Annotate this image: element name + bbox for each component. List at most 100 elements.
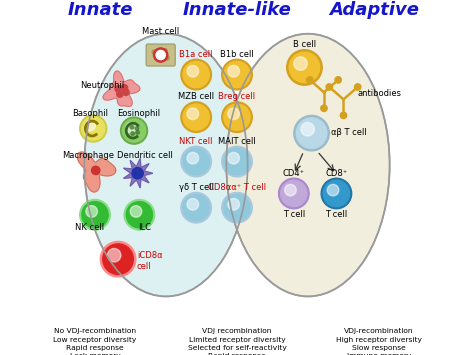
Circle shape	[130, 206, 142, 217]
Circle shape	[156, 50, 165, 60]
Text: MAIT cell: MAIT cell	[218, 137, 256, 146]
Circle shape	[224, 61, 250, 88]
Circle shape	[130, 125, 134, 129]
Circle shape	[181, 192, 211, 223]
Circle shape	[181, 59, 211, 90]
Circle shape	[103, 244, 133, 274]
Text: B1a cell: B1a cell	[180, 50, 213, 59]
Circle shape	[126, 122, 136, 133]
Circle shape	[224, 104, 250, 130]
Polygon shape	[103, 71, 140, 106]
Circle shape	[187, 108, 199, 120]
Circle shape	[340, 112, 346, 119]
Circle shape	[301, 122, 314, 136]
Circle shape	[165, 56, 169, 60]
Circle shape	[222, 59, 252, 90]
Text: αβ T cell: αβ T cell	[331, 127, 367, 137]
Text: NKT cell: NKT cell	[180, 137, 213, 146]
Text: γδ T cell: γδ T cell	[179, 183, 214, 192]
Circle shape	[181, 146, 211, 177]
Text: B cell: B cell	[293, 40, 316, 49]
Circle shape	[82, 117, 105, 140]
Text: VDJ recombination
Limited receptor diversity
Selected for self-reactivity
Rapid : VDJ recombination Limited receptor diver…	[188, 328, 286, 355]
Text: Macrophage: Macrophage	[63, 152, 115, 160]
Polygon shape	[124, 159, 153, 188]
Text: Basophil: Basophil	[72, 109, 108, 118]
Circle shape	[183, 61, 210, 88]
Circle shape	[117, 91, 123, 97]
Circle shape	[222, 192, 252, 223]
FancyBboxPatch shape	[146, 44, 175, 66]
Circle shape	[86, 206, 98, 217]
Text: NK cell: NK cell	[75, 223, 104, 232]
Circle shape	[132, 168, 143, 179]
Circle shape	[163, 49, 167, 53]
Text: T cell: T cell	[325, 210, 347, 219]
Text: Dendritic cell: Dendritic cell	[117, 152, 173, 160]
Circle shape	[279, 178, 309, 209]
Circle shape	[187, 152, 199, 164]
Circle shape	[126, 202, 153, 228]
Circle shape	[321, 105, 327, 111]
Circle shape	[294, 57, 307, 70]
Circle shape	[228, 108, 239, 120]
Circle shape	[187, 65, 199, 77]
Text: Adaptive: Adaptive	[328, 1, 419, 19]
Circle shape	[285, 184, 296, 196]
Circle shape	[228, 198, 239, 210]
Circle shape	[222, 146, 252, 177]
Circle shape	[80, 115, 107, 142]
Circle shape	[183, 148, 210, 175]
Circle shape	[323, 180, 349, 207]
Circle shape	[294, 115, 329, 151]
Circle shape	[183, 195, 210, 221]
Circle shape	[183, 104, 210, 130]
Circle shape	[287, 50, 322, 85]
Circle shape	[181, 102, 211, 132]
Circle shape	[100, 241, 136, 277]
Circle shape	[355, 84, 361, 90]
Text: No VDJ-recombination
Low receptor diversity
Rapid response
Lack memory: No VDJ-recombination Low receptor divers…	[53, 328, 137, 355]
Text: CD8αα⁺ T cell: CD8αα⁺ T cell	[208, 183, 266, 192]
Text: Eosinophil: Eosinophil	[117, 109, 160, 118]
Text: Innate-like: Innate-like	[182, 1, 292, 19]
Circle shape	[154, 48, 168, 62]
Circle shape	[326, 84, 332, 90]
Text: CD4⁺: CD4⁺	[283, 169, 305, 178]
Text: T cell: T cell	[283, 210, 305, 219]
Circle shape	[228, 152, 239, 164]
Circle shape	[228, 65, 239, 77]
Text: B1b cell: B1b cell	[220, 50, 254, 59]
Ellipse shape	[227, 34, 390, 296]
Circle shape	[85, 120, 95, 131]
Circle shape	[82, 202, 108, 228]
Circle shape	[152, 50, 156, 54]
Circle shape	[120, 117, 147, 144]
Text: Innate: Innate	[68, 1, 133, 19]
Circle shape	[224, 195, 250, 221]
Circle shape	[115, 86, 121, 92]
Circle shape	[281, 180, 307, 207]
Text: VDJ-recombination
High receptor diversity
Slow response
Immune memory: VDJ-recombination High receptor diversit…	[336, 328, 422, 355]
Ellipse shape	[84, 34, 247, 296]
Circle shape	[108, 248, 121, 262]
Circle shape	[289, 52, 320, 83]
Text: CD8⁺: CD8⁺	[325, 169, 347, 178]
Text: Neutrophil: Neutrophil	[80, 81, 124, 90]
Circle shape	[224, 148, 250, 175]
Circle shape	[307, 77, 313, 83]
Circle shape	[157, 56, 161, 61]
Circle shape	[135, 127, 139, 130]
Circle shape	[122, 119, 146, 142]
Circle shape	[296, 118, 327, 148]
Circle shape	[123, 89, 129, 95]
Circle shape	[321, 178, 352, 209]
Text: antibodies: antibodies	[358, 88, 401, 98]
Circle shape	[121, 84, 128, 91]
Text: ILC: ILC	[138, 223, 151, 232]
Circle shape	[136, 131, 139, 134]
Circle shape	[131, 132, 135, 135]
Text: Breg cell: Breg cell	[219, 92, 255, 101]
Circle shape	[80, 200, 110, 230]
Circle shape	[335, 77, 341, 83]
